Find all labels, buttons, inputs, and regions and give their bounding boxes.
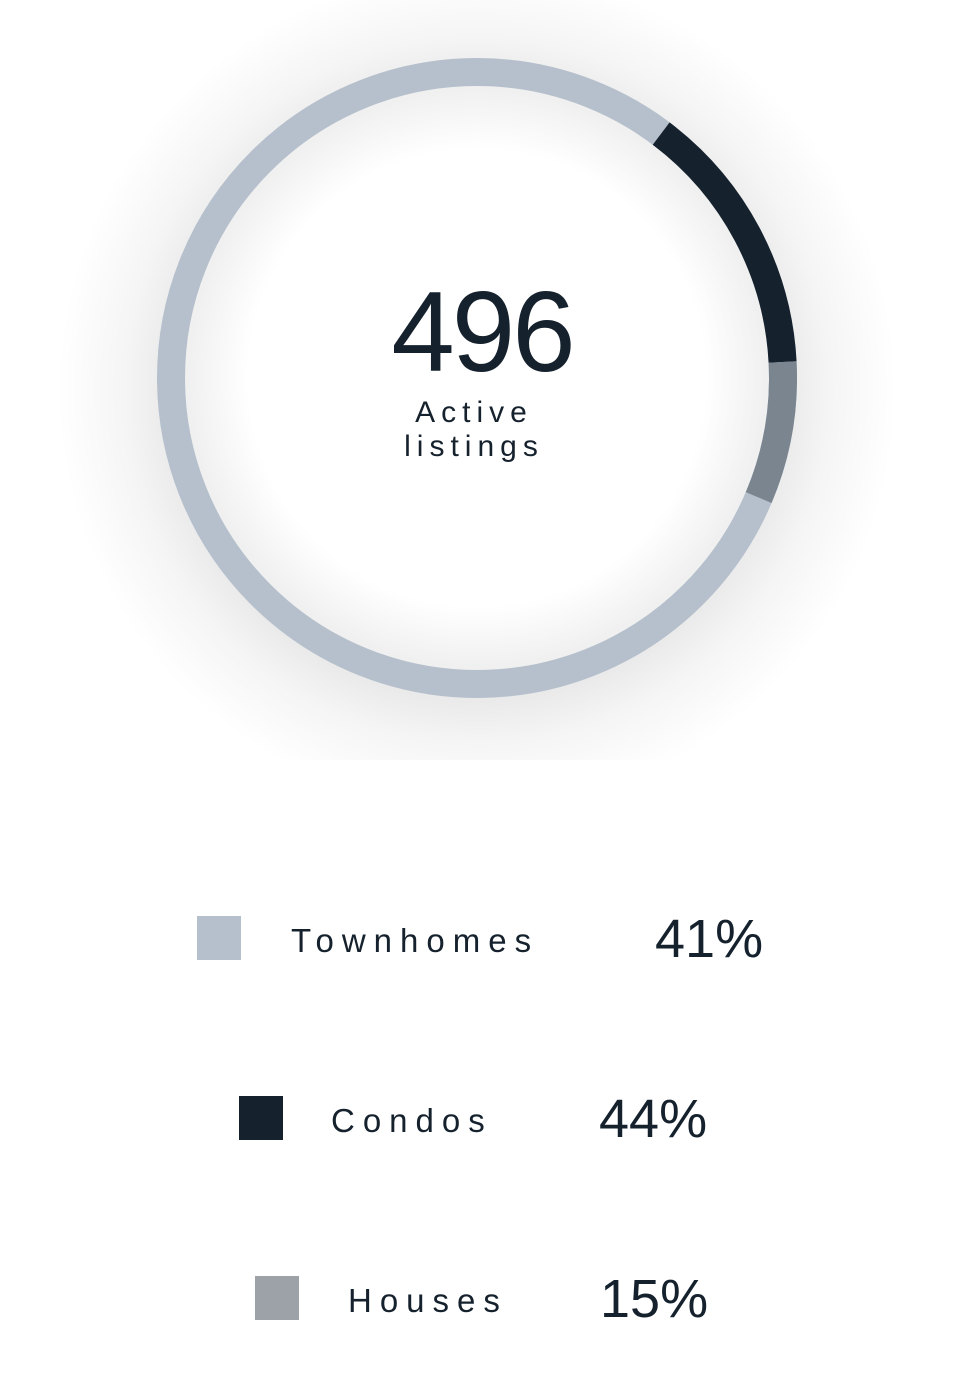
legend-value-houses: 15%: [600, 1269, 709, 1329]
legend-value-townhomes: 41%: [655, 909, 764, 969]
legend-label-houses: Houses: [348, 1282, 508, 1319]
legend-label-townhomes: Townhomes: [291, 922, 540, 959]
total-listings-caption: Active listings: [404, 396, 544, 463]
legend-swatch-condos: [239, 1096, 283, 1140]
legend-swatch-houses: [255, 1276, 299, 1320]
donut-inner-fill: [172, 73, 782, 683]
legend-label-condos: Condos: [331, 1102, 493, 1139]
donut-arc-condos: [652, 122, 797, 363]
legend-swatch-townhomes: [197, 916, 241, 960]
donut-svg: [57, 0, 897, 760]
donut-chart: 496 Active listings: [57, 0, 897, 760]
donut-arcs: [157, 58, 797, 698]
total-listings-value: 496: [391, 269, 575, 396]
legend-value-condos: 44%: [599, 1089, 708, 1149]
donut-arc-houses: [745, 361, 797, 504]
